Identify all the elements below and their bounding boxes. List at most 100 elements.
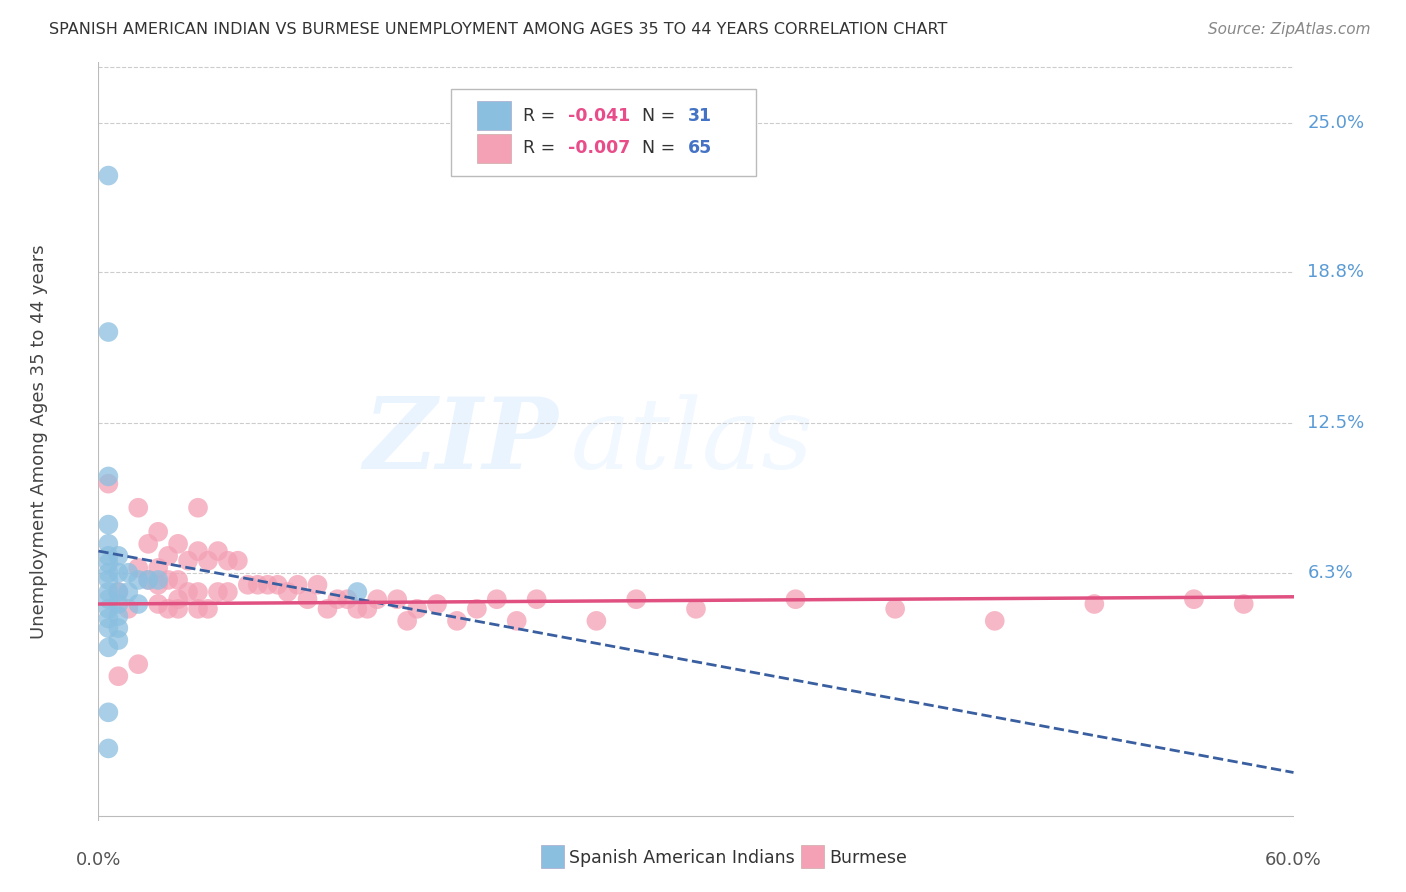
Point	[97, 585, 120, 599]
Point	[685, 602, 707, 616]
Point	[97, 640, 120, 655]
Point	[465, 602, 488, 616]
Point	[197, 602, 219, 616]
Point	[217, 554, 239, 568]
Text: R =: R =	[523, 106, 555, 125]
Point	[406, 602, 429, 616]
Point	[426, 597, 449, 611]
Text: 6.3%: 6.3%	[1308, 564, 1353, 582]
Point	[167, 537, 190, 551]
Point	[197, 554, 219, 568]
Text: R =: R =	[523, 139, 555, 157]
Point	[785, 592, 807, 607]
Point	[97, 476, 120, 491]
Point	[107, 566, 129, 580]
FancyBboxPatch shape	[477, 101, 510, 130]
Point	[177, 554, 200, 568]
Point	[326, 592, 349, 607]
Point	[97, 592, 120, 607]
Point	[107, 621, 129, 635]
Text: 12.5%: 12.5%	[1308, 415, 1365, 433]
Point	[207, 585, 229, 599]
Point	[97, 169, 120, 183]
Point	[97, 621, 120, 635]
Point	[346, 585, 368, 599]
Point	[585, 614, 607, 628]
Text: ZIP: ZIP	[364, 393, 558, 490]
Text: N =: N =	[643, 139, 675, 157]
Text: -0.007: -0.007	[568, 139, 630, 157]
Point	[167, 602, 190, 616]
Point	[97, 549, 120, 563]
Text: 31: 31	[688, 106, 711, 125]
Point	[1182, 592, 1205, 607]
Text: SPANISH AMERICAN INDIAN VS BURMESE UNEMPLOYMENT AMONG AGES 35 TO 44 YEARS CORREL: SPANISH AMERICAN INDIAN VS BURMESE UNEMP…	[49, 22, 948, 37]
Point	[336, 592, 359, 607]
Point	[97, 611, 120, 625]
Point	[107, 669, 129, 683]
Point	[366, 592, 388, 607]
Point	[157, 602, 180, 616]
Point	[97, 469, 120, 483]
Point	[236, 578, 259, 592]
Point	[984, 614, 1007, 628]
Point	[107, 597, 129, 611]
FancyBboxPatch shape	[451, 89, 756, 177]
Point	[626, 592, 648, 607]
Point	[356, 602, 378, 616]
Point	[97, 556, 120, 570]
Point	[127, 500, 149, 515]
Point	[267, 578, 290, 592]
Point	[97, 573, 120, 587]
Point	[148, 578, 170, 592]
Point	[246, 578, 269, 592]
Text: -0.041: -0.041	[568, 106, 630, 125]
Point	[117, 566, 139, 580]
Text: 18.8%: 18.8%	[1308, 263, 1364, 281]
Text: atlas: atlas	[571, 394, 813, 489]
Point	[177, 585, 200, 599]
Point	[446, 614, 468, 628]
Point	[107, 549, 129, 563]
Point	[148, 524, 170, 539]
Point	[226, 554, 249, 568]
Point	[127, 561, 149, 575]
Point	[157, 573, 180, 587]
Point	[1083, 597, 1105, 611]
Point	[485, 592, 508, 607]
Point	[148, 561, 170, 575]
Point	[97, 325, 120, 339]
Point	[346, 602, 368, 616]
Point	[187, 544, 209, 558]
Point	[148, 597, 170, 611]
Point	[117, 585, 139, 599]
Point	[1233, 597, 1256, 611]
Point	[526, 592, 548, 607]
Point	[277, 585, 299, 599]
Point	[217, 585, 239, 599]
Point	[127, 657, 149, 672]
Point	[187, 602, 209, 616]
Text: N =: N =	[643, 106, 675, 125]
Point	[157, 549, 180, 563]
Text: 65: 65	[688, 139, 711, 157]
Text: 25.0%: 25.0%	[1308, 113, 1365, 132]
Point	[187, 585, 209, 599]
Text: Burmese: Burmese	[830, 849, 907, 867]
Text: Unemployment Among Ages 35 to 44 years: Unemployment Among Ages 35 to 44 years	[30, 244, 48, 639]
Point	[167, 573, 190, 587]
Point	[136, 537, 159, 551]
Point	[107, 585, 129, 599]
Point	[167, 592, 190, 607]
Point	[148, 573, 170, 587]
Point	[287, 578, 309, 592]
Point	[316, 602, 339, 616]
Point	[107, 633, 129, 648]
Point	[117, 602, 139, 616]
Point	[256, 578, 278, 592]
FancyBboxPatch shape	[477, 134, 510, 162]
Bar	[801, 846, 824, 868]
Text: Spanish American Indians: Spanish American Indians	[569, 849, 796, 867]
Point	[127, 573, 149, 587]
Point	[307, 578, 329, 592]
